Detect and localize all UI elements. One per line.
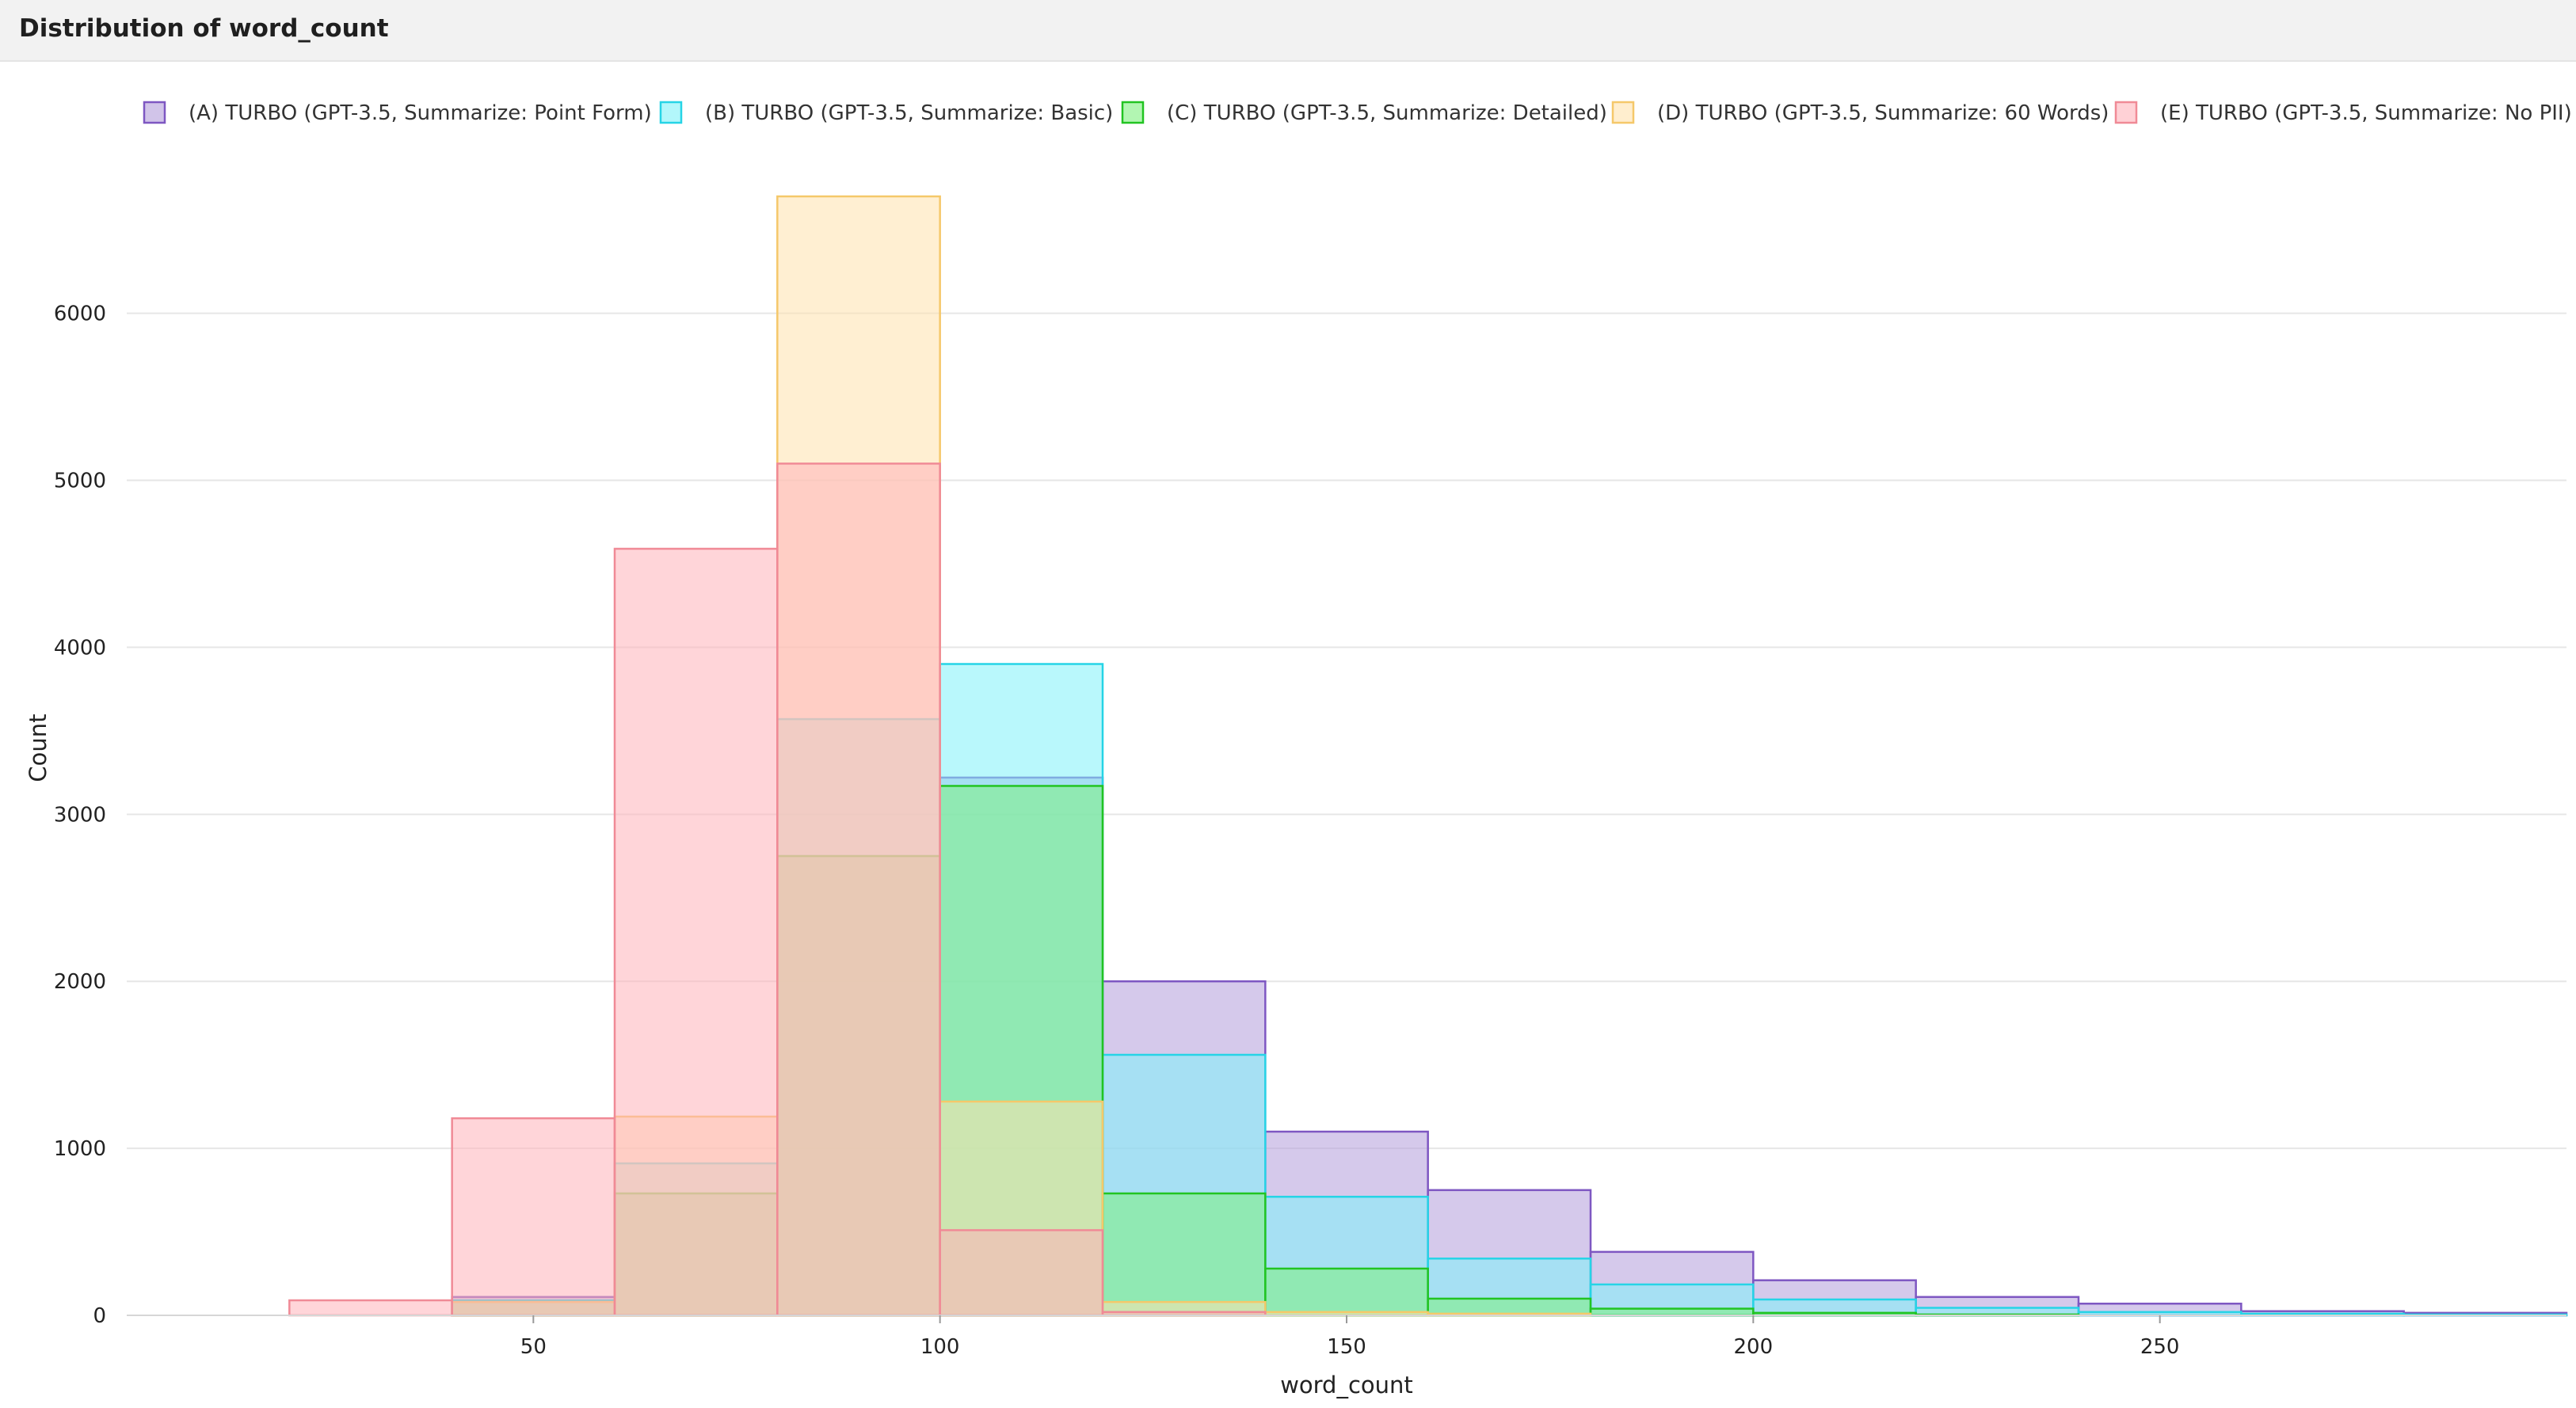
legend-swatch <box>1121 101 1145 124</box>
legend-label: (A) TURBO (GPT-3.5, Summarize: Point For… <box>189 101 652 125</box>
legend-label: (C) TURBO (GPT-3.5, Summarize: Detailed) <box>1167 101 1607 125</box>
histogram-bar <box>1589 1307 1755 1317</box>
histogram-bar <box>288 1299 453 1317</box>
y-tick-label: 2000 <box>54 970 106 994</box>
legend-item-e[interactable]: (E) TURBO (GPT-3.5, Summarize: No PII) <box>2114 101 2572 125</box>
x-axis-label: word_count <box>1280 1372 1413 1398</box>
histogram-bar <box>1264 1267 1429 1317</box>
x-tick-label: 100 <box>920 1335 960 1359</box>
histogram-bar <box>613 547 779 1317</box>
legend-label: (D) TURBO (GPT-3.5, Summarize: 60 Words) <box>1657 101 2109 125</box>
histogram-bar <box>939 1229 1104 1317</box>
histogram-bar <box>451 1117 616 1317</box>
y-tick-label: 5000 <box>54 470 106 493</box>
legend-item-c[interactable]: (C) TURBO (GPT-3.5, Summarize: Detailed) <box>1121 101 1607 125</box>
x-tick-label: 150 <box>1327 1335 1366 1359</box>
legend-item-b[interactable]: (B) TURBO (GPT-3.5, Summarize: Basic) <box>659 101 1113 125</box>
x-tick-label: 50 <box>520 1335 547 1359</box>
y-axis-label: Count <box>25 714 51 782</box>
chart-header: Distribution of word_count <box>0 0 2576 62</box>
histogram-bar <box>776 462 941 1317</box>
legend-item-d[interactable]: (D) TURBO (GPT-3.5, Summarize: 60 Words) <box>1611 101 2109 125</box>
legend-swatch <box>1611 101 1635 124</box>
legend-label: (E) TURBO (GPT-3.5, Summarize: No PII) <box>2160 101 2572 125</box>
y-tick-label: 6000 <box>54 303 106 326</box>
axes: 0 1000 2000 3000 4000 5000 6000 50 100 150 200 250 <box>54 303 2566 1359</box>
x-tick-label: 250 <box>2140 1335 2180 1359</box>
y-tick-label: 1000 <box>54 1137 106 1161</box>
x-tick-label: 200 <box>1734 1335 1774 1359</box>
legend-swatch <box>143 101 166 124</box>
chart-title: Distribution of word_count <box>19 14 389 43</box>
legend-swatch <box>2114 101 2138 124</box>
histogram-bars <box>288 195 2568 1317</box>
histogram-bar <box>1101 1192 1267 1317</box>
legend-swatch <box>659 101 683 124</box>
legend-label: (B) TURBO (GPT-3.5, Summarize: Basic) <box>705 101 1113 125</box>
legend-item-a[interactable]: (A) TURBO (GPT-3.5, Summarize: Point For… <box>143 101 652 125</box>
y-tick-label: 0 <box>93 1304 106 1328</box>
grid-lines <box>127 312 2566 1150</box>
y-tick-label: 4000 <box>54 636 106 660</box>
y-tick-label: 3000 <box>54 803 106 827</box>
legend[interactable]: (A) TURBO (GPT-3.5, Summarize: Point For… <box>143 101 2572 125</box>
series-e-bars <box>288 462 1267 1317</box>
